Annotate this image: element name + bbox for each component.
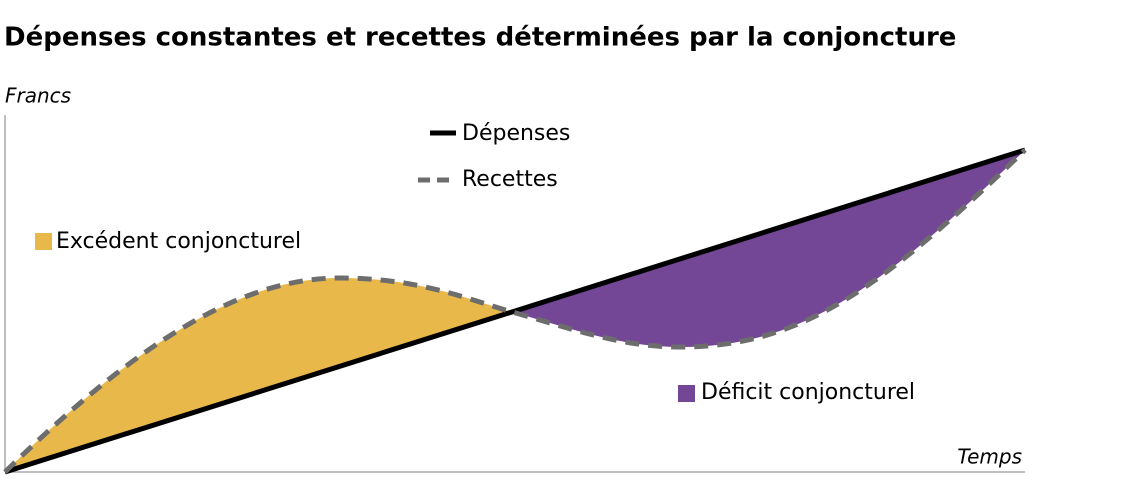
legend-label: Recettes bbox=[462, 167, 558, 192]
area-label: Déficit conjoncturel bbox=[701, 380, 915, 405]
area-label: Excédent conjoncturel bbox=[56, 229, 301, 254]
deficit-area bbox=[512, 150, 1025, 347]
title: Dépenses constantes et recettes détermin… bbox=[4, 23, 956, 53]
x-axis-label: Temps bbox=[957, 445, 1022, 469]
legend-label: Dépenses bbox=[462, 121, 570, 146]
y-axis-label: Francs bbox=[5, 84, 71, 108]
surplus-area bbox=[5, 278, 512, 472]
area-swatch bbox=[35, 233, 52, 250]
area-swatch bbox=[678, 385, 695, 402]
